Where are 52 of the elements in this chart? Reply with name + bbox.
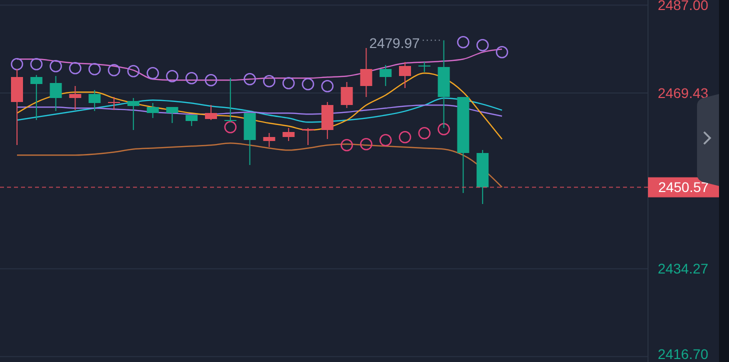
point	[438, 123, 450, 136]
point	[50, 60, 62, 72]
point	[496, 46, 508, 58]
point	[340, 139, 353, 152]
ref-line-label: 2450.57	[658, 179, 710, 196]
point	[263, 75, 276, 88]
point	[244, 73, 256, 86]
y-tick-label: 2469.43	[658, 84, 709, 101]
candlestick	[108, 96, 120, 110]
point	[108, 64, 120, 76]
candlestick	[205, 104, 217, 120]
point	[146, 67, 159, 80]
point	[166, 70, 178, 82]
point	[88, 63, 101, 76]
candlestick	[302, 128, 314, 146]
annotation: 2479.97	[369, 35, 420, 52]
point	[321, 80, 334, 92]
candlestick	[263, 132, 276, 148]
point	[185, 72, 198, 84]
point	[379, 134, 392, 146]
candlestick	[360, 48, 372, 98]
candlestick	[380, 64, 392, 86]
candlestick	[340, 82, 353, 108]
candlestick	[69, 86, 82, 110]
y-tick-label: 2487.00	[658, 0, 709, 14]
point	[69, 62, 82, 74]
y-tick-label: 2416.70	[658, 346, 709, 362]
point	[224, 121, 237, 134]
candlestick	[30, 74, 42, 120]
point	[30, 58, 43, 70]
candlestick	[186, 114, 198, 126]
candlestick	[399, 62, 411, 88]
point	[204, 74, 218, 86]
point	[360, 138, 372, 150]
point	[282, 77, 295, 90]
candlestick	[418, 62, 430, 72]
point	[10, 58, 24, 70]
point	[302, 78, 314, 90]
point	[476, 39, 489, 52]
candlestick	[166, 106, 178, 124]
candlestick	[50, 76, 62, 112]
point	[127, 65, 140, 78]
line-series	[16, 72, 503, 140]
point	[457, 36, 470, 48]
point	[418, 127, 431, 140]
candlestick	[282, 128, 295, 142]
candlestick	[127, 98, 140, 130]
point	[398, 131, 412, 144]
candlestick	[88, 90, 101, 112]
candlestick	[146, 102, 159, 118]
y-tick-label: 2434.27	[658, 260, 709, 277]
line-series	[16, 98, 503, 123]
